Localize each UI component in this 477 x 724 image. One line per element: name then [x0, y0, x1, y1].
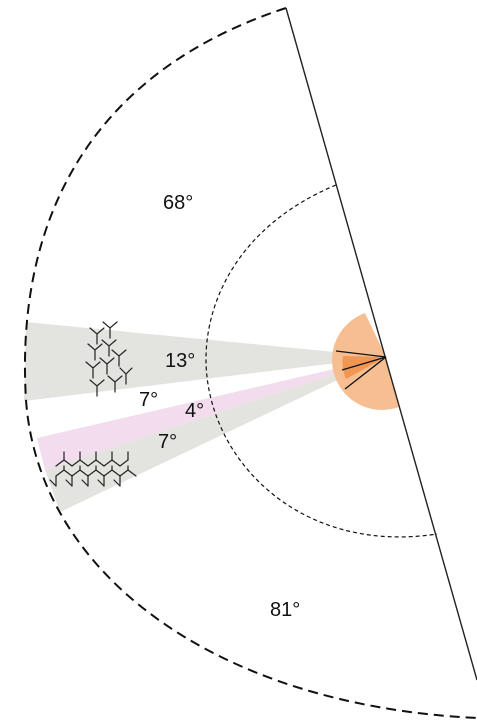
angle-label-13: 13°: [165, 350, 195, 372]
angle-label-7-lower: 7°: [158, 431, 177, 453]
ray-middle: [341, 356, 387, 371]
angle-label-7-upper: 7°: [139, 389, 158, 411]
inner-dashed-arc: [205, 184, 438, 538]
grey-sector-upper: [24, 322, 386, 401]
ray-lower: [344, 356, 387, 390]
outer-dashed-arc: [24, 7, 477, 719]
angle-label-4: 4°: [185, 400, 204, 422]
fused-ring-chain-icon: [49, 451, 137, 487]
grey-sector-lower: [45, 357, 386, 512]
boundary-line: [285, 7, 477, 681]
ray-upper: [335, 350, 387, 358]
angle-label-68: 68°: [163, 192, 193, 214]
branched-cluster-icon: [85, 321, 133, 397]
angle-label-81: 81°: [270, 599, 300, 621]
pink-sector: [37, 357, 386, 470]
orange-sector-highlight: [342, 356, 386, 379]
